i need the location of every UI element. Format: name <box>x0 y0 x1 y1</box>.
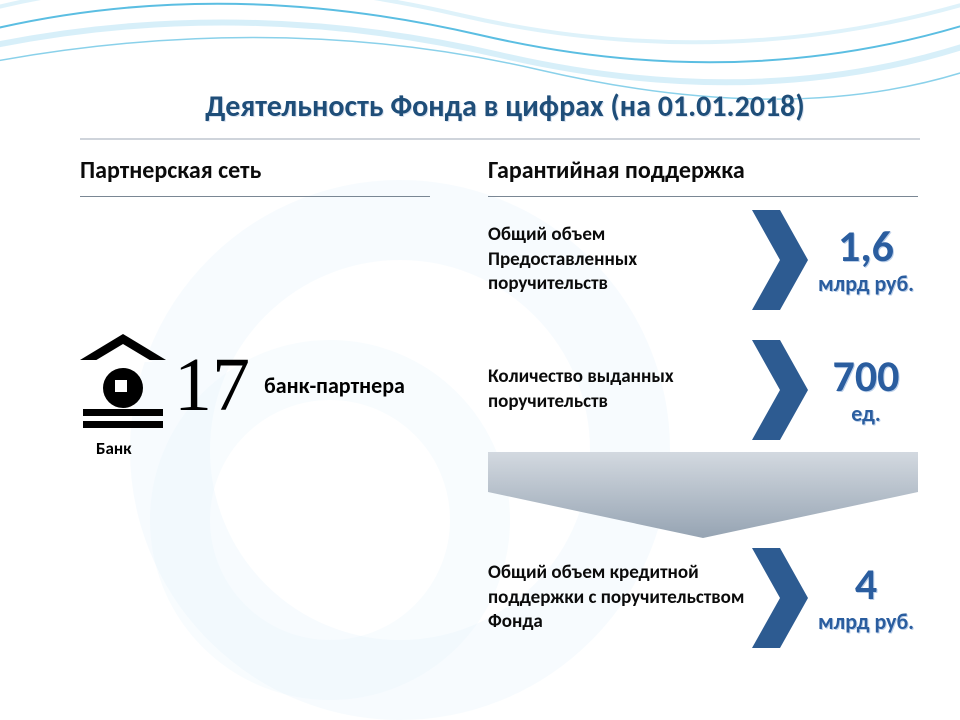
down-arrow-icon <box>488 452 918 538</box>
metric-value: 1,6 млрд руб. <box>798 224 934 297</box>
metric-number: 4 <box>798 562 934 606</box>
metric-value: 4 млрд руб. <box>798 562 934 635</box>
metric-value: 700 ед. <box>798 354 934 427</box>
metric-number: 700 <box>798 354 934 398</box>
metric-text: Общий объем кредитной поддержки с поручи… <box>488 561 748 635</box>
metric-unit: млрд руб. <box>798 270 934 297</box>
metric-row: Количество выданных поручительств 700 ед… <box>488 340 920 440</box>
bank-icon <box>80 340 166 430</box>
slide: Деятельность Фонда в цифрах (на 01.01.20… <box>0 0 960 720</box>
metric-unit: ед. <box>798 400 934 427</box>
metric-number: 1,6 <box>798 224 934 268</box>
bank-icon-caption: Банк <box>96 438 132 459</box>
bank-count-number: 17 <box>174 347 250 423</box>
metric-unit: млрд руб. <box>798 608 934 635</box>
slide-title: Деятельность Фонда в цифрах (на 01.01.20… <box>130 88 880 125</box>
section-heading-guarantee: Гарантийная поддержка <box>488 156 745 185</box>
bank-block: 17 банк-партнера <box>80 340 405 430</box>
title-divider <box>80 138 920 140</box>
bank-count-label: банк-партнера <box>264 372 405 399</box>
metric-text: Количество выданных поручительств <box>488 365 748 414</box>
section-underline-guarantee <box>488 196 918 197</box>
section-heading-partners: Партнерская сеть <box>80 156 261 185</box>
section-underline-partners <box>80 196 430 197</box>
metric-text: Общий объем Предоставленных поручительст… <box>488 223 748 297</box>
metric-row: Общий объем кредитной поддержки с поручи… <box>488 548 920 648</box>
metric-row: Общий объем Предоставленных поручительст… <box>488 210 920 310</box>
